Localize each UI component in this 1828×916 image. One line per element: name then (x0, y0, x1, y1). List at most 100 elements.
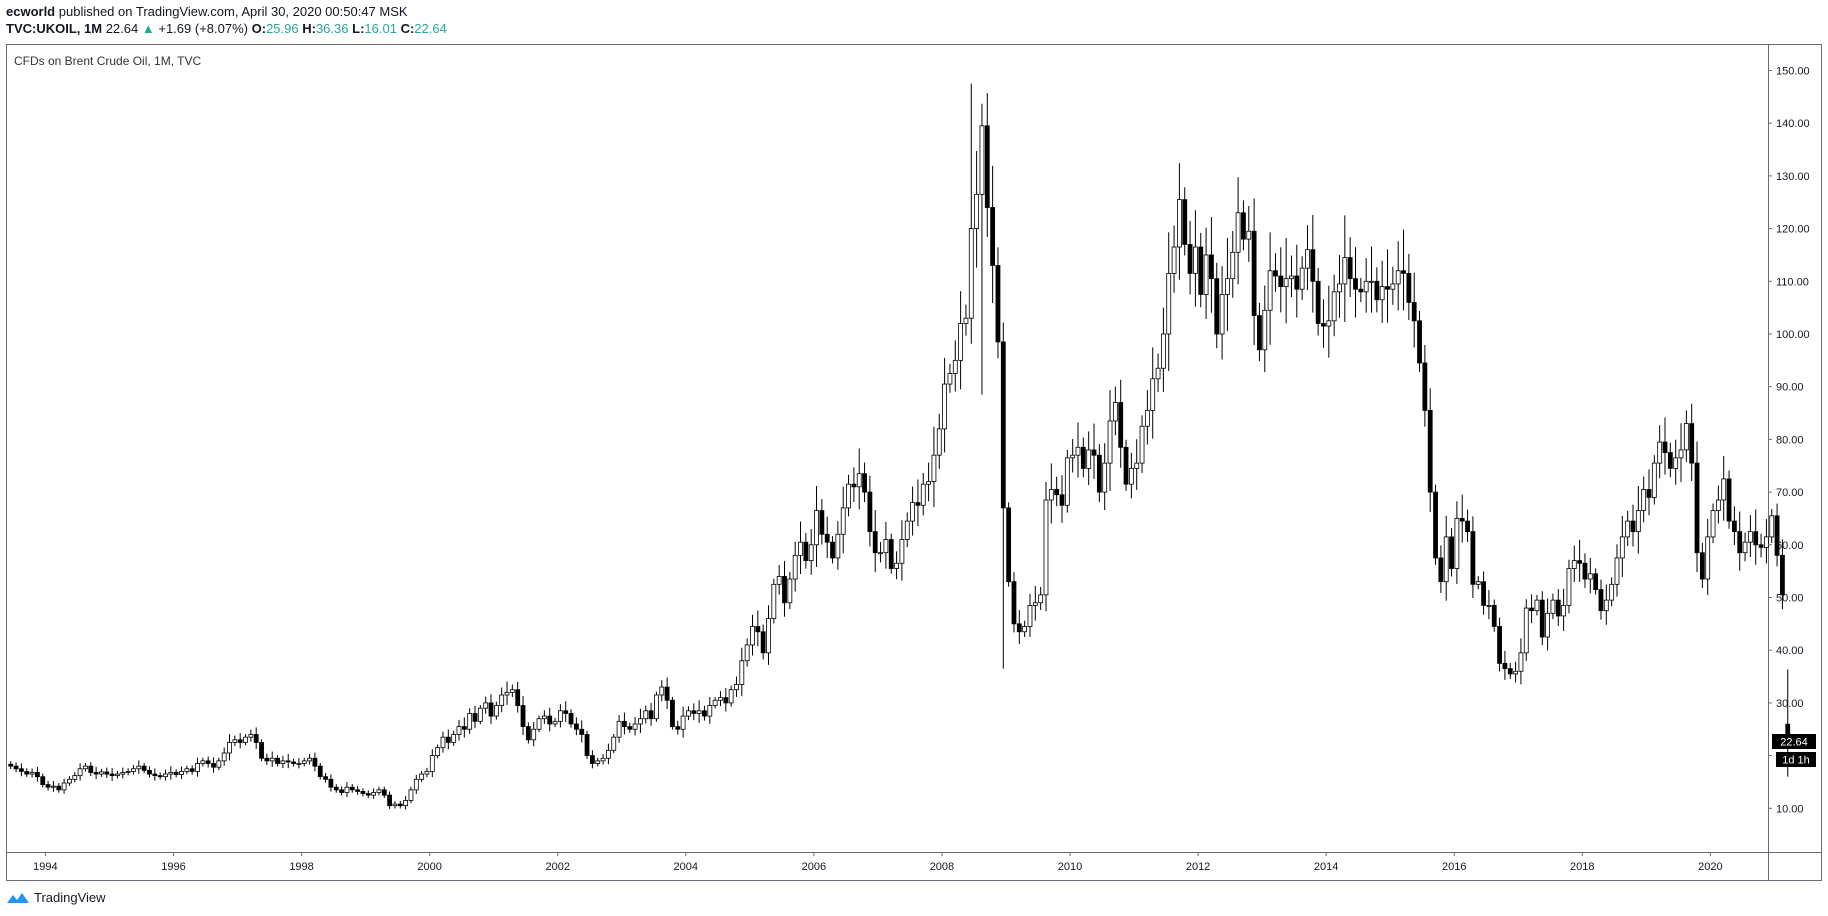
candle-body (691, 710, 697, 714)
candle (568, 709, 574, 728)
candle (1646, 469, 1652, 516)
candle (403, 796, 409, 810)
candle (365, 790, 371, 798)
candle-body (227, 742, 232, 754)
y-tick-label: 30.00 (1776, 698, 1804, 710)
candle (317, 762, 323, 780)
candle-body (968, 228, 974, 319)
candle (798, 521, 803, 574)
candle-body (1059, 494, 1065, 506)
candle-body (29, 772, 35, 775)
footer-brand[interactable]: TradingView (6, 890, 106, 905)
candle (606, 743, 611, 765)
x-tick-label: 1998 (289, 861, 313, 873)
candle-body (83, 765, 88, 770)
candle (24, 768, 30, 777)
candle (1064, 449, 1070, 513)
author-name[interactable]: ecworld (6, 4, 56, 19)
candle (1587, 557, 1593, 594)
candle-body (1395, 270, 1401, 285)
candle-body (328, 778, 334, 788)
symbol-label: TVC:UKOIL, 1M (6, 21, 103, 36)
candle-body (1651, 462, 1657, 498)
candle (109, 768, 115, 782)
candle (472, 705, 478, 729)
candle (1747, 515, 1753, 557)
candle-body (1502, 662, 1508, 670)
candle-body (568, 713, 574, 725)
candle-body (573, 723, 579, 730)
candle-body (910, 502, 915, 522)
candle-body (248, 734, 254, 738)
candle (824, 516, 830, 558)
candle-body (520, 705, 526, 728)
candle-body (1555, 599, 1561, 617)
candle-body (1390, 283, 1396, 290)
candle (1331, 274, 1337, 337)
candle (792, 541, 798, 592)
candle-body (1230, 251, 1236, 280)
candle-body (115, 773, 120, 777)
candle-body (477, 707, 483, 722)
candle (755, 610, 761, 647)
candle (461, 717, 467, 738)
candle (1289, 255, 1294, 298)
time-axis[interactable]: 1994 1996 1998 2000 2002 2004 2006 2008 2010 2012… (33, 852, 1723, 873)
candle (675, 720, 681, 735)
candle (541, 710, 547, 724)
candle (1566, 559, 1572, 614)
candle (1710, 503, 1716, 544)
candle (1513, 661, 1518, 683)
candle (488, 694, 494, 724)
x-tick-label: 2020 (1698, 861, 1722, 873)
candle (851, 467, 857, 502)
candle (1774, 503, 1780, 567)
candle (1011, 572, 1017, 633)
candle-body (600, 757, 606, 762)
candle-body (1598, 589, 1604, 612)
candle-body (1497, 626, 1502, 664)
ohlc-line: TVC:UKOIL, 1M 22.64 ▲ +1.69 (+8.07%) O:2… (6, 21, 447, 36)
candle-body (40, 776, 46, 785)
candle (1347, 237, 1353, 298)
candle-body (253, 734, 259, 743)
candle-body (1086, 449, 1092, 469)
y-tick-label: 110.00 (1776, 276, 1809, 288)
candle (83, 762, 88, 772)
candle-body (1091, 449, 1097, 456)
candle-body (1048, 489, 1054, 501)
x-tick-label: 2006 (802, 861, 826, 873)
candle (1758, 533, 1764, 558)
candle-body (1016, 623, 1022, 633)
candle (1086, 431, 1092, 486)
candle-body (1198, 246, 1204, 295)
candle (8, 761, 14, 769)
candle (483, 696, 489, 714)
candle (1294, 244, 1300, 318)
candle (739, 647, 745, 697)
candle-body (1513, 670, 1518, 675)
candle-body (88, 765, 94, 773)
candle-body (1294, 275, 1300, 290)
candle (1550, 593, 1556, 620)
candle-body (643, 710, 649, 720)
candle-body (413, 778, 419, 791)
candle-body (1705, 536, 1711, 580)
candle (264, 753, 270, 765)
candle (1155, 353, 1161, 393)
candle-body (782, 576, 787, 604)
candle-body (221, 752, 227, 762)
candle-body (499, 694, 505, 706)
candle (622, 712, 627, 735)
candle-body (1641, 489, 1647, 511)
candle-body (926, 481, 931, 485)
candle (1518, 638, 1524, 685)
candle-body (472, 713, 478, 722)
price-axis[interactable]: 10.0020.0030.0040.0050.0060.0070.0080.00… (1768, 66, 1810, 816)
candle (323, 773, 328, 783)
candle-body (1032, 602, 1038, 606)
candle-body (1315, 280, 1321, 324)
candle (584, 730, 590, 759)
candle-body (1006, 507, 1012, 583)
